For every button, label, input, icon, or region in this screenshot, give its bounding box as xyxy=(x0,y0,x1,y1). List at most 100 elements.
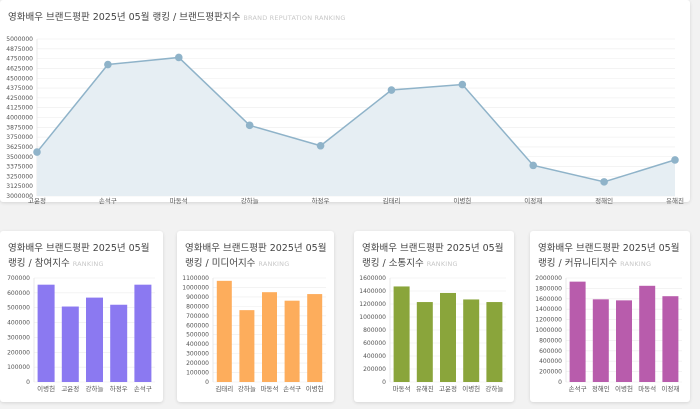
data-point xyxy=(104,60,112,69)
data-point xyxy=(458,80,467,89)
x-tick-label: 강하늘 xyxy=(238,384,256,393)
y-tick-label: 4625000 xyxy=(6,65,33,72)
y-tick-label: 800000 xyxy=(186,303,209,310)
y-tick-label: 400000 xyxy=(7,320,30,327)
bar xyxy=(86,297,103,382)
y-tick-label: 4250000 xyxy=(6,95,33,102)
series-line xyxy=(36,56,676,183)
data-point xyxy=(600,178,608,186)
main-chart-title: 영화배우 브랜드평판 2025년 05월 랭킹 / 브랜드평판지수 BRAND R… xyxy=(8,10,346,26)
y-tick-label: 4375000 xyxy=(6,85,33,92)
y-tick-label: 1200000 xyxy=(535,317,562,324)
x-tick-label: 손석구 xyxy=(283,384,301,393)
bar xyxy=(486,302,503,382)
y-tick-label: 100000 xyxy=(186,370,209,377)
x-tick-label: 손석구 xyxy=(134,384,152,393)
bar xyxy=(639,285,656,382)
bar xyxy=(37,284,55,382)
y-tick-label: 400000 xyxy=(186,341,209,348)
x-tick-label: 강하늘 xyxy=(86,384,104,393)
y-tick-label: 600000 xyxy=(539,348,562,355)
y-tick-label: 800000 xyxy=(363,327,386,334)
y-tick-label: 800000 xyxy=(539,337,562,344)
y-tick-label: 3625000 xyxy=(6,144,33,151)
media-title: 영화배우 브랜드평판 2025년 05월 랭킹 / 미디어지수 RANKING xyxy=(185,241,335,272)
x-tick-label: 김태리 xyxy=(215,384,233,393)
communication-title: 영화배우 브랜드평판 2025년 05월 랭킹 / 소통지수 RANKING xyxy=(362,241,512,272)
y-tick-label: 1600000 xyxy=(535,296,562,303)
bar xyxy=(592,299,609,382)
bar xyxy=(416,302,433,382)
y-tick-label: 3750000 xyxy=(6,134,33,141)
data-point xyxy=(671,156,679,164)
x-tick-label: 마동석 xyxy=(261,384,279,393)
y-tick-label: 700000 xyxy=(186,313,209,320)
data-point xyxy=(529,161,538,170)
bar xyxy=(110,304,128,382)
x-tick-label: 이병헌 xyxy=(462,384,480,393)
bar xyxy=(616,300,632,382)
bar xyxy=(440,292,456,382)
y-tick-label: 4125000 xyxy=(6,105,33,112)
bar xyxy=(662,296,679,382)
y-tick-label: 2000000 xyxy=(535,275,562,282)
bar xyxy=(569,281,586,382)
y-tick-label: 5000000 xyxy=(6,36,33,43)
community-title-text: 영화배우 브랜드평판 2025년 05월 랭킹 / 커뮤니티지수 xyxy=(538,243,680,269)
data-point xyxy=(245,121,254,130)
communication-card: 영화배우 브랜드평판 2025년 05월 랭킹 / 소통지수 RANKING 16… xyxy=(354,231,514,402)
bar xyxy=(239,310,255,382)
data-point xyxy=(387,86,396,94)
data-point xyxy=(316,141,325,150)
x-tick-label: 정해인 xyxy=(595,196,613,205)
y-tick-label: 600000 xyxy=(7,290,30,297)
y-tick-label: 0 xyxy=(205,379,209,386)
bar xyxy=(61,306,79,382)
y-tick-label: 3000000 xyxy=(6,193,33,200)
y-tick-label: 1000000 xyxy=(182,284,209,291)
x-tick-label: 마동석 xyxy=(170,196,188,205)
participation-subtitle: RANKING xyxy=(72,260,104,268)
media-card: 영화배우 브랜드평판 2025년 05월 랭킹 / 미디어지수 RANKING 1… xyxy=(177,231,334,402)
y-tick-label: 3250000 xyxy=(6,173,33,180)
brand-reputation-area-chart: 5000000 4875000 4750000 4625000 4500000 43750… xyxy=(6,36,684,205)
y-tick-label: 400000 xyxy=(363,353,386,360)
x-tick-label: 고윤정 xyxy=(61,384,79,393)
participation-title: 영화배우 브랜드평판 2025년 05월 랭킹 / 참여지수 RANKING xyxy=(8,241,158,272)
y-tick-label: 1600000 xyxy=(359,275,386,282)
y-tick-label: 0 xyxy=(558,379,562,386)
community-card: 영화배우 브랜드평판 2025년 05월 랭킹 / 커뮤니티지수 RANKING … xyxy=(530,231,690,402)
main-chart-subtitle: BRAND REPUTATION RANKING xyxy=(243,14,346,22)
bar xyxy=(284,300,300,382)
x-tick-label: 이정재 xyxy=(524,196,542,205)
x-tick-label: 이병헌 xyxy=(37,384,55,393)
x-tick-label: 손석구 xyxy=(569,384,587,393)
x-tick-label: 유해진 xyxy=(416,384,434,393)
bar xyxy=(393,286,410,382)
y-tick-label: 1100000 xyxy=(182,275,209,282)
y-tick-label: 1200000 xyxy=(359,301,386,308)
y-tick-label: 0 xyxy=(26,379,30,386)
main-chart-title-text: 영화배우 브랜드평판 2025년 05월 랭킹 / 브랜드평판지수 xyxy=(8,12,241,23)
y-tick-label: 200000 xyxy=(7,349,30,356)
media-title-text: 영화배우 브랜드평판 2025년 05월 랭킹 / 미디어지수 xyxy=(185,243,327,269)
media-bar-chart: 1100000100000090000080000070000060000050… xyxy=(182,275,326,393)
communication-subtitle: RANKING xyxy=(426,260,458,268)
x-tick-label: 정해인 xyxy=(592,384,610,393)
y-tick-label: 400000 xyxy=(539,358,562,365)
y-tick-label: 600000 xyxy=(363,340,386,347)
x-tick-label: 유해진 xyxy=(666,196,684,205)
y-tick-label: 600000 xyxy=(186,322,209,329)
y-tick-label: 700000 xyxy=(7,275,30,282)
communication-title-text: 영화배우 브랜드평판 2025년 05월 랭킹 / 소통지수 xyxy=(362,243,504,269)
data-point xyxy=(174,53,183,62)
bar xyxy=(262,292,277,382)
y-tick-label: 4875000 xyxy=(6,46,33,53)
x-tick-label: 마동석 xyxy=(393,384,411,393)
x-tick-label: 김태리 xyxy=(382,196,400,205)
y-tick-label: 3500000 xyxy=(6,154,33,161)
area-fill xyxy=(37,57,675,197)
x-tick-label: 강하늘 xyxy=(241,196,259,205)
x-tick-label: 고윤정 xyxy=(28,196,46,205)
y-tick-label: 4500000 xyxy=(6,75,33,82)
